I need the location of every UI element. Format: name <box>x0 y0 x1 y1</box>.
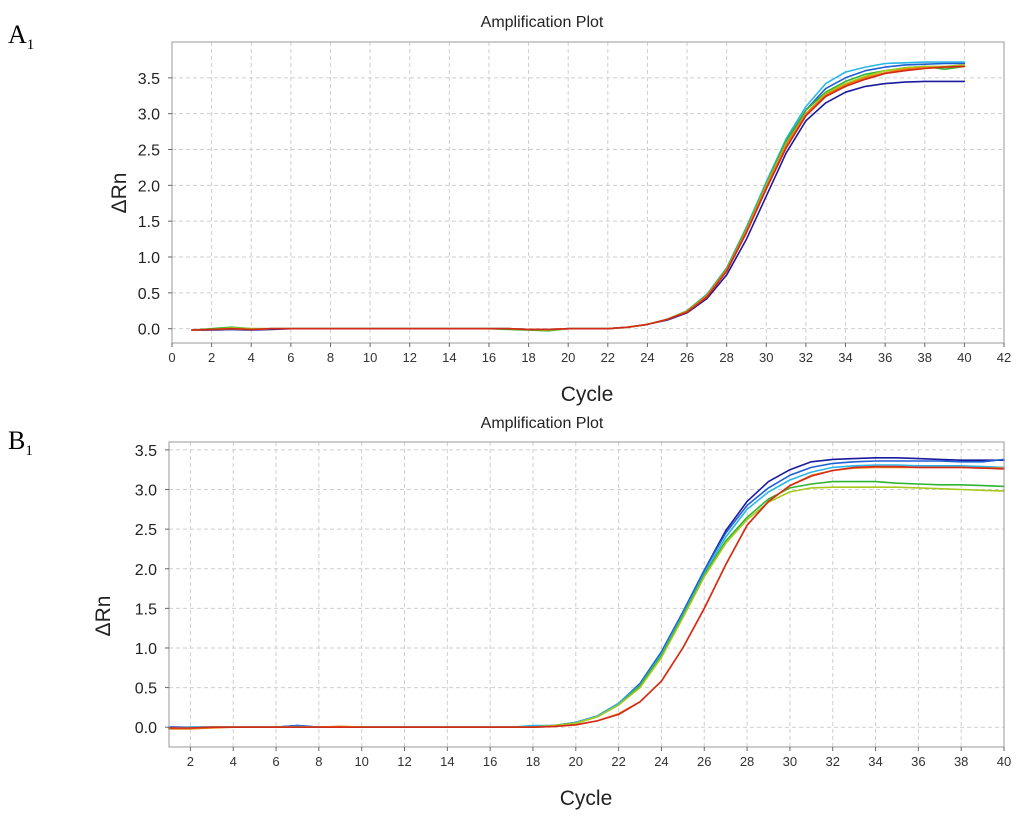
chart-b-y-tick-label: 2.5 <box>135 522 157 539</box>
chart-b-y-tick-label: 2.0 <box>135 562 157 579</box>
chart-a-x-tick-label: 0 <box>168 350 175 365</box>
chart-b: Amplification Plot 2 4 6 8 10 12 14 16 18 20 22 24 2… <box>92 415 1011 810</box>
chart-b-x-tick-label: 6 <box>272 754 279 769</box>
chart-a-x-tick-label: 8 <box>327 350 334 365</box>
chart-a-x-tick-label: 36 <box>878 350 892 365</box>
chart-a-y-tick-label: 1.0 <box>138 250 160 267</box>
chart-a-y-ticks: 0.0 0.5 1.0 1.5 2.0 2.5 3.0 3.5 <box>138 71 172 339</box>
chart-b-x-tick-label: 8 <box>315 754 322 769</box>
chart-a-x-tick-label: 42 <box>997 350 1011 365</box>
chart-b-x-tick-label: 14 <box>440 754 454 769</box>
chart-b-y-tick-label: 3.0 <box>135 483 157 500</box>
chart-b-x-tick-label: 22 <box>611 754 625 769</box>
chart-b-plot-frame <box>168 441 1005 748</box>
chart-b-x-ticks: 2 4 6 8 10 12 14 16 18 20 22 24 26 28 30 32 34 36 38 40 <box>187 747 1011 769</box>
chart-b-y-tick-label: 1.5 <box>135 601 157 618</box>
chart-b-y-tick-label: 0.5 <box>135 681 157 698</box>
chart-a-x-tick-label: 38 <box>918 350 932 365</box>
chart-a-x-tick-label: 6 <box>287 350 294 365</box>
chart-a-series-orange <box>191 65 966 331</box>
chart-a-x-tick-label: 2 <box>208 350 215 365</box>
chart-a-y-tick-label: 2.5 <box>138 143 160 160</box>
chart-a-x-tick-label: 10 <box>363 350 377 365</box>
chart-b-y-tick-label: 0.0 <box>135 720 157 737</box>
chart-a-x-tick-label: 22 <box>601 350 615 365</box>
chart-b-y-ticks: 0.0 0.5 1.0 1.5 2.0 2.5 3.0 3.5 <box>135 443 169 737</box>
chart-a-y-tick-label: 0.5 <box>138 286 160 303</box>
chart-b-x-tick-label: 26 <box>697 754 711 769</box>
chart-a-x-tick-label: 18 <box>521 350 535 365</box>
chart-a-plot-frame <box>171 41 1005 344</box>
chart-a-x-ticks: 0 2 4 6 8 10 12 14 16 18 20 22 24 26 28 30 32 34 36 38 40 42 <box>168 343 1011 365</box>
chart-a-y-tick-label: 1.5 <box>138 214 160 231</box>
chart-b-series-green <box>168 480 1005 730</box>
chart-a-y-axis-label: ΔRn <box>108 173 131 214</box>
chart-a-y-tick-label: 3.0 <box>138 107 160 124</box>
chart-a-x-tick-label: 24 <box>640 350 654 365</box>
chart-b-x-tick-label: 24 <box>654 754 668 769</box>
chart-b-series-orange <box>168 466 1005 730</box>
chart-b-x-tick-label: 16 <box>483 754 497 769</box>
chart-a-x-tick-label: 4 <box>248 350 255 365</box>
chart-b-x-tick-label: 2 <box>187 754 194 769</box>
chart-a-x-tick-label: 34 <box>838 350 852 365</box>
panel-b-subscript: 1 <box>25 443 33 459</box>
chart-a-x-tick-label: 16 <box>482 350 496 365</box>
chart-b-x-axis-label: Cycle <box>560 787 613 810</box>
panel-label-b: B1 <box>8 428 33 459</box>
chart-a-y-tick-label: 0.0 <box>138 322 160 339</box>
chart-a-title: Amplification Plot <box>481 14 604 31</box>
chart-b-series-group <box>168 456 1005 730</box>
chart-a-x-tick-label: 40 <box>957 350 971 365</box>
chart-a-x-tick-label: 28 <box>719 350 733 365</box>
chart-b-series-cyan <box>168 464 1005 729</box>
chart-a-series-yellow-green <box>191 64 966 331</box>
chart-a-y-tick-label: 3.5 <box>138 71 160 88</box>
chart-b-x-tick-label: 4 <box>230 754 237 769</box>
chart-a: Amplification Plot 0 2 4 6 8 10 12 14 16 18 20 22 24… <box>108 14 1011 406</box>
chart-a-x-tick-label: 12 <box>402 350 416 365</box>
chart-b-x-tick-label: 36 <box>911 754 925 769</box>
chart-a-x-tick-label: 32 <box>799 350 813 365</box>
chart-b-x-tick-label: 20 <box>569 754 583 769</box>
chart-b-x-tick-label: 12 <box>397 754 411 769</box>
chart-b-series-navy <box>168 456 1005 729</box>
chart-a-x-tick-label: 30 <box>759 350 773 365</box>
chart-b-series-red <box>168 465 1005 729</box>
panel-b-letter: B <box>8 426 26 455</box>
chart-b-x-tick-label: 18 <box>526 754 540 769</box>
chart-b-x-tick-label: 34 <box>868 754 882 769</box>
chart-b-x-tick-label: 30 <box>783 754 797 769</box>
chart-b-title: Amplification Plot <box>481 415 604 432</box>
chart-b-y-tick-label: 3.5 <box>135 443 157 460</box>
chart-b-y-tick-label: 1.0 <box>135 641 157 658</box>
panel-label-a: A1 <box>8 22 34 53</box>
chart-a-x-tick-label: 20 <box>561 350 575 365</box>
chart-b-x-tick-label: 28 <box>740 754 754 769</box>
chart-b-x-tick-label: 10 <box>354 754 368 769</box>
chart-b-x-tick-label: 38 <box>954 754 968 769</box>
chart-a-y-tick-label: 2.0 <box>138 178 160 195</box>
panel-a-subscript: 1 <box>26 37 35 53</box>
chart-a-series-blue <box>191 62 966 331</box>
chart-b-y-axis-label: ΔRn <box>92 596 115 637</box>
chart-a-x-tick-label: 14 <box>442 350 456 365</box>
chart-a-series-green <box>191 65 966 332</box>
chart-b-x-tick-label: 32 <box>825 754 839 769</box>
chart-a-gridlines <box>171 42 1005 343</box>
chart-a-series-group <box>191 61 966 332</box>
chart-a-series-red <box>191 65 966 331</box>
chart-a-series-cyan <box>191 61 966 331</box>
chart-a-x-axis-label: Cycle <box>561 383 614 406</box>
panel-a-letter: A <box>8 20 27 49</box>
chart-a-x-tick-label: 26 <box>680 350 694 365</box>
chart-b-x-tick-label: 40 <box>997 754 1011 769</box>
